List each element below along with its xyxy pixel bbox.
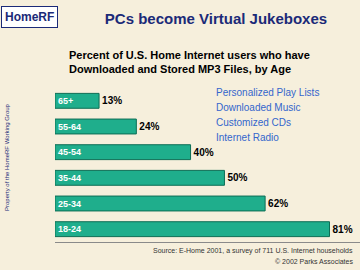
svg-text:Internet Radio: Internet Radio bbox=[216, 132, 279, 143]
svg-text:Percent of U.S. Home Internet: Percent of U.S. Home Internet users who … bbox=[69, 49, 310, 75]
svg-text:25-34: 25-34 bbox=[58, 199, 81, 209]
svg-text:Property of the HomeRF Working: Property of the HomeRF Working Group bbox=[4, 103, 10, 211]
svg-text:Source: E-Home 2001, a survey: Source: E-Home 2001, a survey of 711 U.S… bbox=[153, 247, 353, 255]
svg-text:HomeRF: HomeRF bbox=[5, 10, 54, 24]
svg-text:PCs become Virtual Jukeboxes: PCs become Virtual Jukeboxes bbox=[105, 10, 327, 27]
svg-text:35-44: 35-44 bbox=[58, 173, 81, 183]
svg-text:Downloaded Music: Downloaded Music bbox=[216, 102, 301, 113]
svg-text:Customized CDs: Customized CDs bbox=[216, 117, 291, 128]
svg-text:55-64: 55-64 bbox=[58, 122, 81, 132]
svg-text:62%: 62% bbox=[268, 198, 288, 209]
svg-text:40%: 40% bbox=[194, 147, 214, 158]
svg-text:© 2002 Parks Associates: © 2002 Parks Associates bbox=[275, 258, 353, 265]
svg-text:18-24: 18-24 bbox=[58, 224, 81, 234]
svg-text:Personalized Play Lists: Personalized Play Lists bbox=[216, 87, 319, 98]
svg-text:24%: 24% bbox=[139, 121, 159, 132]
svg-text:81%: 81% bbox=[333, 224, 353, 235]
svg-text:65+: 65+ bbox=[58, 96, 73, 106]
svg-text:45-54: 45-54 bbox=[58, 147, 81, 157]
svg-text:50%: 50% bbox=[227, 172, 247, 183]
svg-text:13%: 13% bbox=[102, 95, 122, 106]
